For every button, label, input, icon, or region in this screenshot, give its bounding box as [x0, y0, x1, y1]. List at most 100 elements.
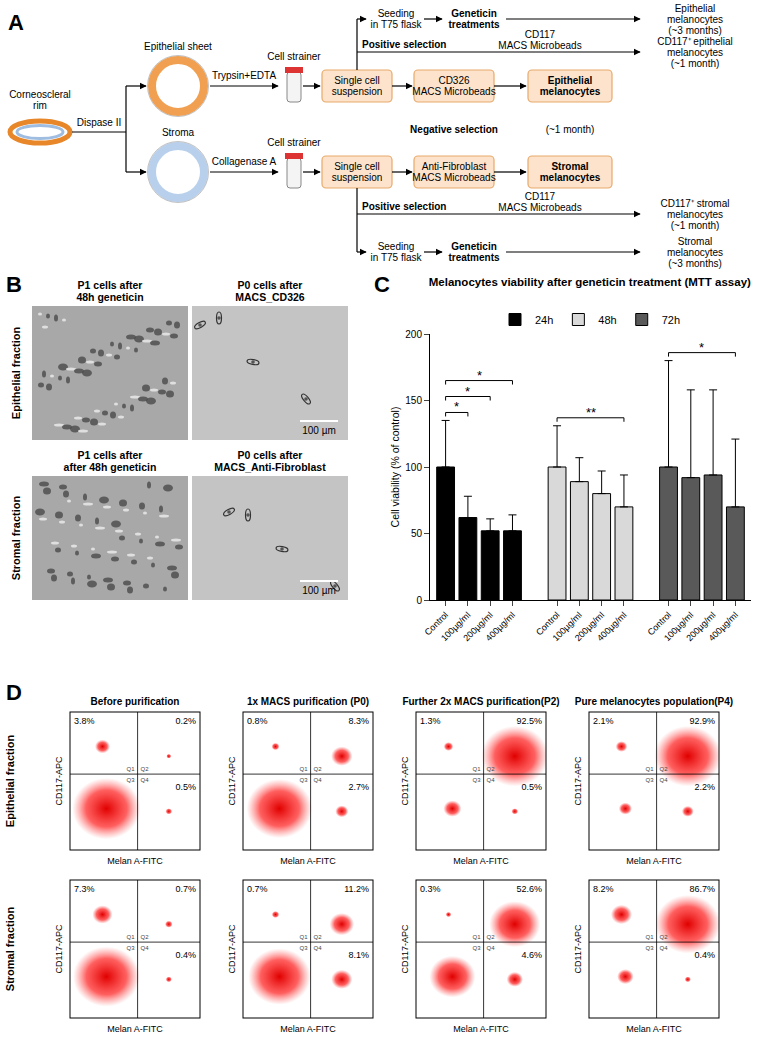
svg-text:Q2: Q2 [314, 766, 323, 772]
svg-text:*: * [465, 384, 470, 399]
svg-text:Stroma: Stroma [162, 127, 195, 138]
svg-text:melanocytes: melanocytes [667, 209, 723, 220]
svg-text:Q3: Q3 [127, 945, 136, 951]
svg-text:Epithelial sheet: Epithelial sheet [144, 41, 212, 52]
svg-text:Q4: Q4 [314, 777, 323, 783]
svg-text:Q1: Q1 [127, 766, 136, 772]
svg-text:92.5%: 92.5% [516, 716, 542, 726]
svg-text:100µg/ml: 100µg/ml [439, 610, 472, 643]
svg-text:(~1 month): (~1 month) [546, 124, 595, 135]
svg-text:MACS Microbeads: MACS Microbeads [498, 40, 581, 51]
svg-text:Cell strainer: Cell strainer [267, 51, 321, 62]
svg-text:in T75 flask: in T75 flask [371, 19, 423, 30]
svg-text:8.2%: 8.2% [593, 884, 614, 894]
svg-text:Q2: Q2 [314, 934, 323, 940]
svg-text:Melan A-FITC: Melan A-FITC [453, 1024, 509, 1034]
svg-text:0.5%: 0.5% [175, 782, 196, 792]
svg-text:Corneoscleral: Corneoscleral [9, 89, 71, 100]
svg-text:Further 2x MACS purification(P: Further 2x MACS purification(P2) [402, 696, 559, 707]
svg-text:rim: rim [33, 100, 47, 111]
svg-text:0.3%: 0.3% [420, 884, 441, 894]
svg-text:Collagenase A: Collagenase A [212, 156, 277, 167]
svg-text:CD117-APC: CD117-APC [400, 924, 410, 973]
svg-text:P1 cells after: P1 cells after [78, 449, 143, 461]
svg-text:CD117: CD117 [525, 29, 556, 40]
svg-text:Control: Control [534, 610, 562, 638]
svg-text:(~3 months): (~3 months) [668, 25, 722, 36]
svg-text:CD117-APC: CD117-APC [573, 924, 583, 973]
svg-text:Before purification: Before purification [91, 696, 180, 707]
svg-text:in T75 flask: in T75 flask [371, 252, 423, 263]
svg-text:72h: 72h [662, 314, 680, 326]
svg-text:Q2: Q2 [660, 934, 669, 940]
svg-text:CD117-APC: CD117-APC [54, 924, 64, 973]
svg-text:Melan A-FITC: Melan A-FITC [626, 856, 682, 866]
svg-text:200µg/ml: 200µg/ml [684, 610, 717, 643]
svg-text:Q1: Q1 [646, 934, 655, 940]
svg-text:Q1: Q1 [473, 766, 482, 772]
svg-text:150: 150 [405, 395, 422, 406]
svg-text:Q2: Q2 [660, 766, 669, 772]
svg-text:Single cell: Single cell [334, 161, 380, 172]
svg-text:Epithelial: Epithelial [548, 75, 593, 86]
svg-text:Geneticin: Geneticin [451, 8, 497, 19]
svg-text:8.1%: 8.1% [348, 950, 369, 960]
svg-text:100µg/ml: 100µg/ml [551, 610, 584, 643]
svg-text:Negative selection: Negative selection [410, 124, 498, 135]
svg-text:0.4%: 0.4% [694, 950, 715, 960]
svg-text:1.3%: 1.3% [420, 716, 441, 726]
svg-text:0.8%: 0.8% [247, 716, 268, 726]
svg-text:Q1: Q1 [473, 934, 482, 940]
svg-text:after 48h geneticin: after 48h geneticin [64, 461, 157, 473]
svg-text:MACS Microbeads: MACS Microbeads [412, 172, 495, 183]
svg-text:B: B [6, 272, 22, 297]
svg-text:CD117-APC: CD117-APC [573, 756, 583, 805]
svg-text:Q1: Q1 [300, 934, 309, 940]
svg-text:MACS_Anti-Fibroblast: MACS_Anti-Fibroblast [214, 461, 326, 473]
svg-text:CD117⁺ epithelial: CD117⁺ epithelial [657, 36, 733, 47]
svg-text:Stromal fraction: Stromal fraction [4, 907, 16, 992]
svg-text:400µg/ml: 400µg/ml [707, 610, 740, 643]
svg-text:Cell strainer: Cell strainer [267, 137, 321, 148]
svg-text:86.7%: 86.7% [689, 884, 715, 894]
svg-text:CD117: CD117 [525, 191, 556, 202]
svg-text:Cell viability (% of control): Cell viability (% of control) [389, 407, 401, 528]
svg-text:200µg/ml: 200µg/ml [573, 610, 606, 643]
svg-text:suspension: suspension [332, 86, 383, 97]
svg-text:Anti-Fibroblast: Anti-Fibroblast [422, 161, 487, 172]
svg-text:50: 50 [411, 528, 423, 539]
svg-text:2.2%: 2.2% [694, 782, 715, 792]
svg-text:melanocytes: melanocytes [540, 86, 601, 97]
svg-text:0.7%: 0.7% [247, 884, 268, 894]
svg-text:Seeding: Seeding [378, 8, 415, 19]
svg-text:0: 0 [416, 595, 422, 606]
svg-text:Stromal: Stromal [678, 236, 712, 247]
svg-text:Melan A-FITC: Melan A-FITC [280, 1024, 336, 1034]
svg-text:24h: 24h [535, 314, 553, 326]
svg-text:A: A [8, 10, 24, 35]
svg-text:CD117-APC: CD117-APC [227, 756, 237, 805]
svg-text:Stromal fraction: Stromal fraction [10, 496, 22, 581]
svg-text:Epithelial fraction: Epithelial fraction [10, 327, 22, 420]
svg-text:Positive selection: Positive selection [362, 39, 446, 50]
svg-text:0.4%: 0.4% [175, 950, 196, 960]
svg-text:Q1: Q1 [127, 934, 136, 940]
svg-text:(~3 months): (~3 months) [668, 258, 722, 269]
svg-text:Q3: Q3 [300, 945, 309, 951]
svg-text:92.9%: 92.9% [689, 716, 715, 726]
svg-text:100 µm: 100 µm [302, 585, 336, 596]
svg-text:Q2: Q2 [141, 766, 150, 772]
svg-text:Q3: Q3 [127, 777, 136, 783]
svg-text:CD117-APC: CD117-APC [400, 756, 410, 805]
svg-text:C: C [374, 272, 390, 297]
svg-text:Control: Control [423, 610, 451, 638]
svg-text:*: * [477, 368, 482, 383]
svg-text:Q3: Q3 [473, 945, 482, 951]
svg-text:52.6%: 52.6% [516, 884, 542, 894]
svg-text:melanocytes: melanocytes [667, 47, 723, 58]
svg-text:Trypsin+EDTA: Trypsin+EDTA [212, 70, 277, 81]
svg-text:Epithelial: Epithelial [675, 3, 716, 14]
svg-text:CD117-APC: CD117-APC [227, 924, 237, 973]
svg-text:Q4: Q4 [660, 777, 669, 783]
svg-text:Q2: Q2 [487, 934, 496, 940]
